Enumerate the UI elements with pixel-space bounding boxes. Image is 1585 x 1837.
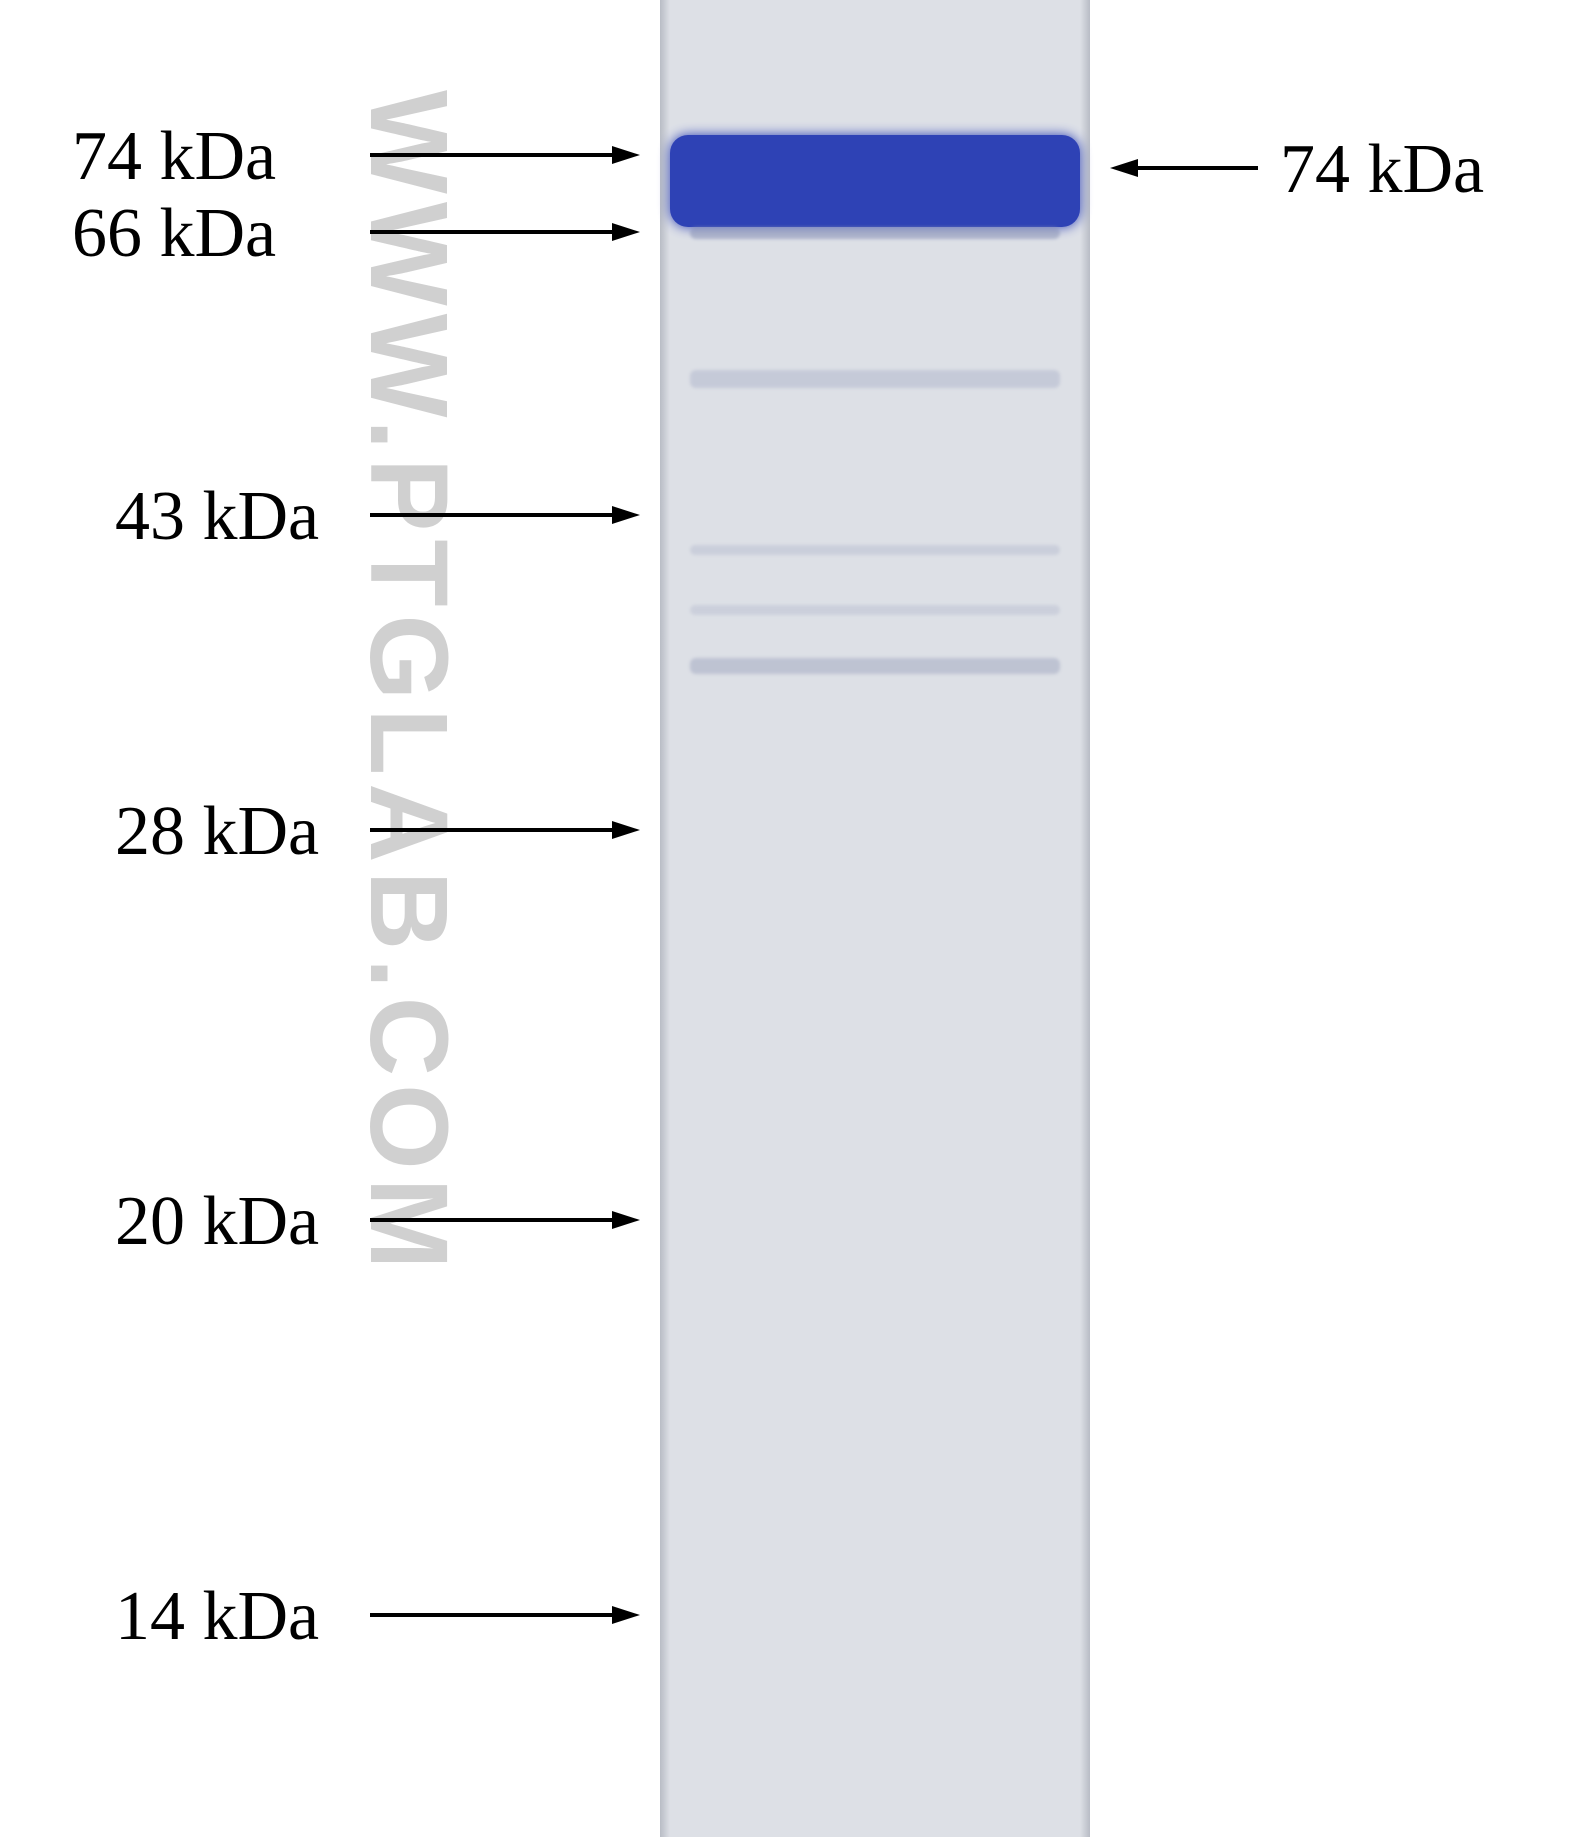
marker-left-arrow-3 bbox=[370, 821, 640, 839]
marker-left-arrow-5 bbox=[370, 1606, 640, 1624]
arrows-layer bbox=[0, 0, 1585, 1837]
marker-left-arrow-4 bbox=[370, 1211, 640, 1229]
marker-left-arrow-0 bbox=[370, 146, 640, 164]
marker-left-arrow-1 bbox=[370, 223, 640, 241]
marker-left-arrow-2 bbox=[370, 506, 640, 524]
marker-right-arrow bbox=[1110, 159, 1258, 177]
